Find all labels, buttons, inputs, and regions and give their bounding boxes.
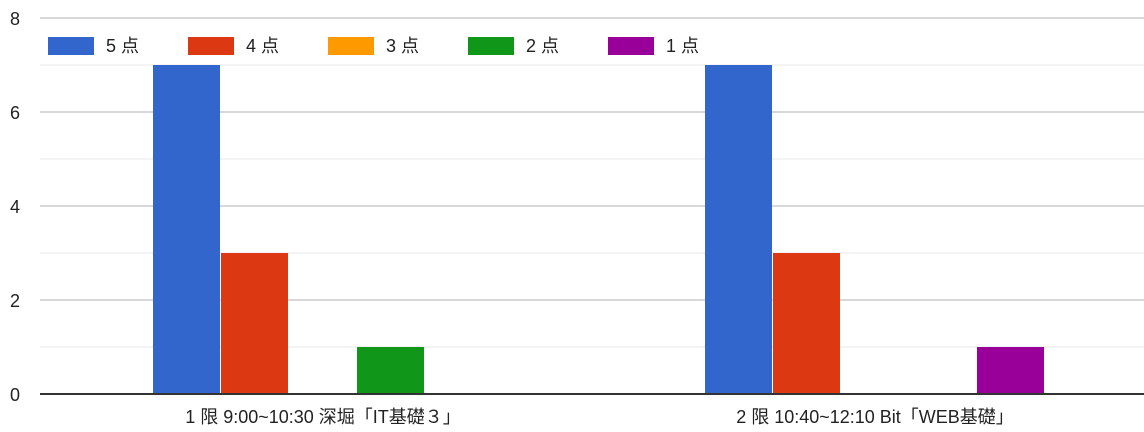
- y-tick-label: 4: [10, 197, 20, 217]
- legend-swatch: [328, 37, 374, 55]
- y-tick-label: 0: [10, 385, 20, 405]
- bar: [221, 253, 288, 394]
- x-tick-label: 2 限 10:40~12:10 Bit「WEB基礎」: [736, 407, 1014, 427]
- bar: [357, 347, 424, 394]
- x-tick-label: 1 限 9:00~10:30 深堀「IT基礎３」: [185, 407, 461, 427]
- y-tick-label: 2: [10, 291, 20, 311]
- bar: [773, 253, 840, 394]
- y-tick-label: 6: [10, 103, 20, 123]
- legend-label: 2 点: [526, 36, 559, 56]
- bar: [977, 347, 1044, 394]
- legend-swatch: [608, 37, 654, 55]
- legend-label: 5 点: [106, 36, 139, 56]
- legend-label: 3 点: [386, 36, 419, 56]
- legend-swatch: [48, 37, 94, 55]
- legend-swatch: [468, 37, 514, 55]
- bar: [705, 65, 772, 394]
- y-tick-label: 8: [10, 9, 20, 29]
- legend-label: 1 点: [666, 36, 699, 56]
- bar: [153, 65, 220, 394]
- legend-swatch: [188, 37, 234, 55]
- legend-label: 4 点: [246, 36, 279, 56]
